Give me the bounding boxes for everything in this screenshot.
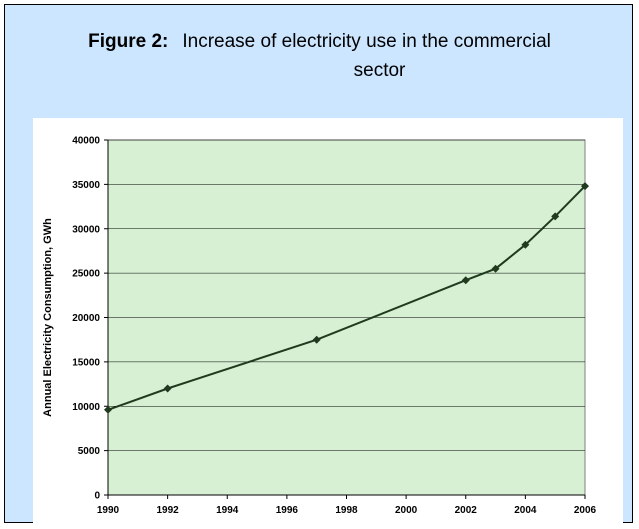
- figure-title-line2: sector: [353, 60, 406, 81]
- y-axis-label: Annual Electricity Consumption, GWh: [42, 218, 54, 417]
- data-point-marker: [491, 264, 500, 273]
- y-tick-label: 25000: [72, 269, 100, 280]
- data-point-marker: [551, 212, 560, 221]
- data-point-marker: [581, 182, 589, 191]
- series-path: [107, 185, 586, 411]
- figure-panel: Figure 2: Increase of electricity use in …: [4, 4, 633, 523]
- x-tick-label: 2004: [514, 505, 537, 516]
- x-tick-label: 2002: [455, 505, 478, 516]
- y-tick-label: 30000: [72, 224, 100, 235]
- y-tick-labels: 0 5000 10000 15000 20000 25000 30000 35000 40000: [72, 136, 100, 502]
- chart-card: 0 5000 10000 15000 20000 25000 30000 35000 40000…: [33, 118, 623, 523]
- x-tick-labels: 1990 1992 1994 1996 1998 2000 2002 2004 2006: [97, 505, 597, 516]
- gridlines: [104, 139, 586, 499]
- figure-title-line1: Increase of electricity use in the comme…: [182, 31, 551, 52]
- data-point-marker: [104, 405, 112, 414]
- figure-label: Figure 2:: [88, 31, 169, 52]
- y-tick-label: 35000: [72, 180, 100, 191]
- data-point-marker: [163, 384, 172, 393]
- line-chart: 0 5000 10000 15000 20000 25000 30000 35000 40000…: [42, 136, 597, 517]
- x-tick-label: 1994: [216, 505, 239, 516]
- y-tick-label: 20000: [72, 313, 100, 324]
- x-tick-label: 2006: [574, 505, 597, 516]
- data-point-marker: [461, 276, 470, 285]
- y-tick-label: 40000: [72, 136, 100, 147]
- data-point-marker: [521, 240, 530, 249]
- y-tick-label: 5000: [78, 446, 101, 457]
- x-tick-label: 1996: [276, 505, 299, 516]
- series-line: [104, 182, 589, 414]
- data-point-marker: [312, 335, 321, 344]
- y-tick-label: 15000: [72, 357, 100, 368]
- x-tick-label: 2000: [395, 505, 418, 516]
- y-tick-label: 10000: [72, 402, 100, 413]
- figure-caption: Figure 2: Increase of electricity use in …: [5, 27, 634, 85]
- y-tick-label: 0: [94, 491, 100, 502]
- x-tick-label: 1998: [335, 505, 358, 516]
- x-tick-label: 1990: [97, 505, 120, 516]
- x-tick-label: 1992: [157, 505, 180, 516]
